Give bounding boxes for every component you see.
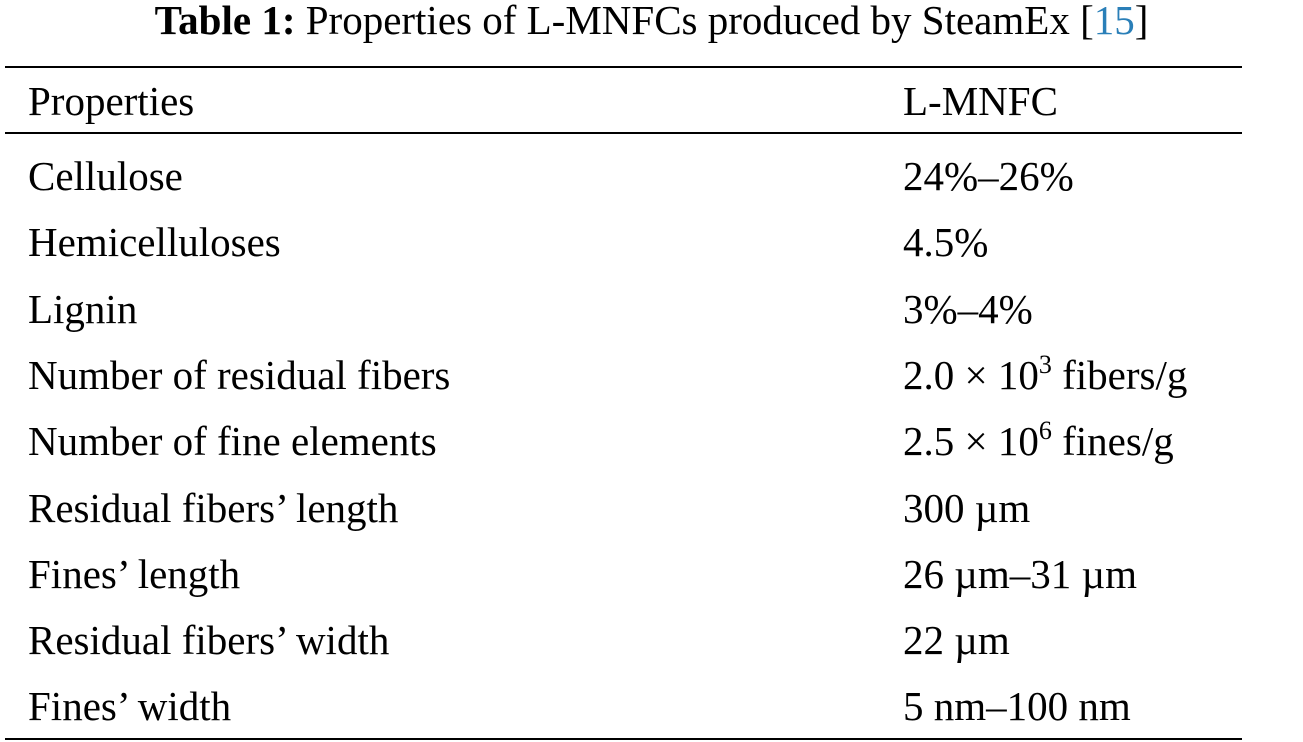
- property-cell: Fines’ length: [28, 551, 241, 597]
- value-cell: 5 nm–100 nm: [903, 683, 1131, 729]
- property-cell: Number of fine elements: [28, 418, 437, 464]
- table-caption-text: Properties of L-MNFCs produced by SteamE…: [305, 0, 1070, 43]
- value-cell: 300 µm: [903, 485, 1031, 531]
- table-row: Number of fine elements 2.5 × 106 fines/…: [0, 408, 1303, 474]
- table-caption: Table 1: Properties of L-MNFCs produced …: [0, 0, 1303, 46]
- value-cell: 2.5 × 106 fines/g: [903, 408, 1174, 474]
- table-row: Hemicelluloses 4.5%: [0, 209, 1303, 275]
- table-bottom-rule: [5, 738, 1242, 740]
- property-cell: Cellulose: [28, 153, 183, 199]
- table-row: Fines’ length 26 µm–31 µm: [0, 541, 1303, 607]
- value-cell: 3%–4%: [903, 286, 1033, 332]
- column-header-l-mnfc: L-MNFC: [903, 78, 1058, 124]
- table-row: Residual fibers’ width 22 µm: [0, 607, 1303, 673]
- table-row: Residual fibers’ length 300 µm: [0, 475, 1303, 541]
- table-header-rule: [5, 132, 1242, 134]
- value-cell: 2.0 × 103 fibers/g: [903, 342, 1187, 408]
- column-header-properties: Properties: [28, 78, 195, 124]
- value-unit: fibers/g: [1051, 352, 1188, 398]
- value-cell: 24%–26%: [903, 153, 1074, 199]
- property-cell: Fines’ width: [28, 683, 232, 729]
- value-exponent: 6: [1038, 416, 1052, 445]
- citation-close-bracket: ]: [1134, 0, 1149, 43]
- table-caption-label: Table 1:: [154, 0, 296, 43]
- value-cell: 22 µm: [903, 617, 1010, 663]
- value-cell: 4.5%: [903, 219, 989, 265]
- value-exponent: 3: [1038, 350, 1052, 379]
- value-unit: fines/g: [1051, 418, 1174, 464]
- table-top-rule: [5, 66, 1242, 68]
- property-cell: Residual fibers’ length: [28, 485, 399, 531]
- table-row: Fines’ width 5 nm–100 nm: [0, 673, 1303, 739]
- property-cell: Hemicelluloses: [28, 219, 281, 265]
- table-row: Cellulose 24%–26%: [0, 143, 1303, 209]
- table-row: Lignin 3%–4%: [0, 276, 1303, 342]
- citation-link[interactable]: 15: [1093, 0, 1135, 43]
- citation-open-bracket: [: [1080, 0, 1094, 43]
- property-cell: Lignin: [28, 286, 138, 332]
- table-header-row: Properties L-MNFC: [0, 68, 1303, 134]
- property-cell: Number of residual fibers: [28, 352, 451, 398]
- property-cell: Residual fibers’ width: [28, 617, 390, 663]
- value-cell: 26 µm–31 µm: [903, 551, 1138, 597]
- value-mantissa: 2.0 × 10: [903, 352, 1039, 398]
- table-row: Number of residual fibers 2.0 × 103 fibe…: [0, 342, 1303, 408]
- value-mantissa: 2.5 × 10: [903, 418, 1039, 464]
